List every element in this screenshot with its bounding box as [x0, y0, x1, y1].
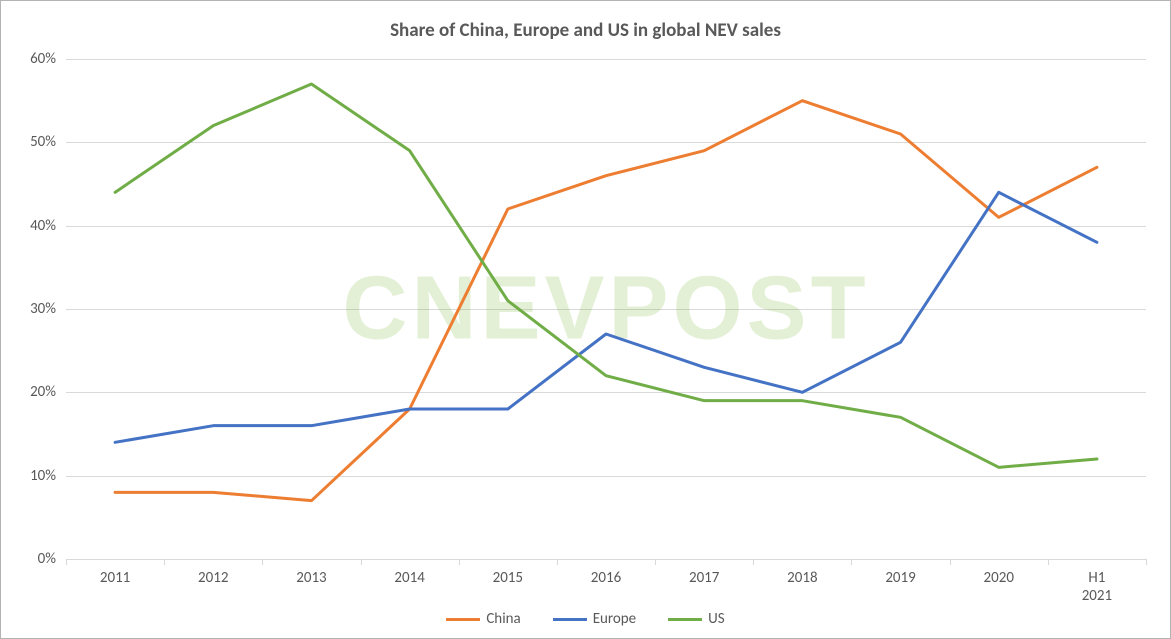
x-axis-label: 2020 — [984, 569, 1014, 587]
x-tick — [655, 559, 656, 565]
legend-swatch — [553, 618, 587, 621]
x-tick — [1146, 559, 1147, 565]
legend-item-china: China — [446, 610, 520, 628]
legend: China Europe US — [1, 607, 1170, 629]
x-tick — [459, 559, 460, 565]
legend-item-us: US — [668, 610, 725, 628]
x-tick — [66, 559, 67, 565]
series-line-europe — [115, 192, 1097, 442]
y-axis-label: 30% — [30, 300, 56, 318]
gridline — [66, 559, 1146, 560]
x-tick — [950, 559, 951, 565]
chart-title: Share of China, Europe and US in global … — [1, 19, 1170, 42]
plot-area: CNEVPOST 0%10%20%30%40%50%60%20112012201… — [66, 59, 1146, 559]
x-axis-label: 2019 — [885, 569, 915, 587]
x-tick — [851, 559, 852, 565]
legend-label: China — [486, 610, 520, 628]
x-tick — [361, 559, 362, 565]
x-axis-label: H1 2021 — [1072, 569, 1121, 605]
x-axis-label: 2017 — [689, 569, 719, 587]
legend-label: Europe — [593, 610, 636, 628]
y-axis-label: 60% — [30, 50, 56, 68]
y-axis-label: 10% — [30, 467, 56, 485]
x-tick — [557, 559, 558, 565]
legend-item-europe: Europe — [553, 610, 636, 628]
x-tick — [753, 559, 754, 565]
x-axis-label: 2015 — [493, 569, 523, 587]
chart-container: Share of China, Europe and US in global … — [0, 0, 1171, 639]
x-tick — [262, 559, 263, 565]
series-line-us — [115, 84, 1097, 467]
x-axis-label: 2012 — [198, 569, 228, 587]
y-axis-label: 50% — [30, 133, 56, 151]
x-axis-label: 2014 — [394, 569, 424, 587]
x-axis-label: 2011 — [100, 569, 130, 587]
y-axis-label: 20% — [30, 383, 56, 401]
x-tick — [1048, 559, 1049, 565]
x-axis-label: 2016 — [591, 569, 621, 587]
x-axis-label: 2018 — [787, 569, 817, 587]
y-axis-label: 0% — [38, 550, 56, 568]
x-axis-label: 2013 — [296, 569, 326, 587]
legend-swatch — [668, 618, 702, 621]
chart-lines-svg — [66, 59, 1146, 559]
legend-label: US — [708, 610, 725, 628]
legend-swatch — [446, 618, 480, 621]
y-axis-label: 40% — [30, 217, 56, 235]
x-tick — [164, 559, 165, 565]
